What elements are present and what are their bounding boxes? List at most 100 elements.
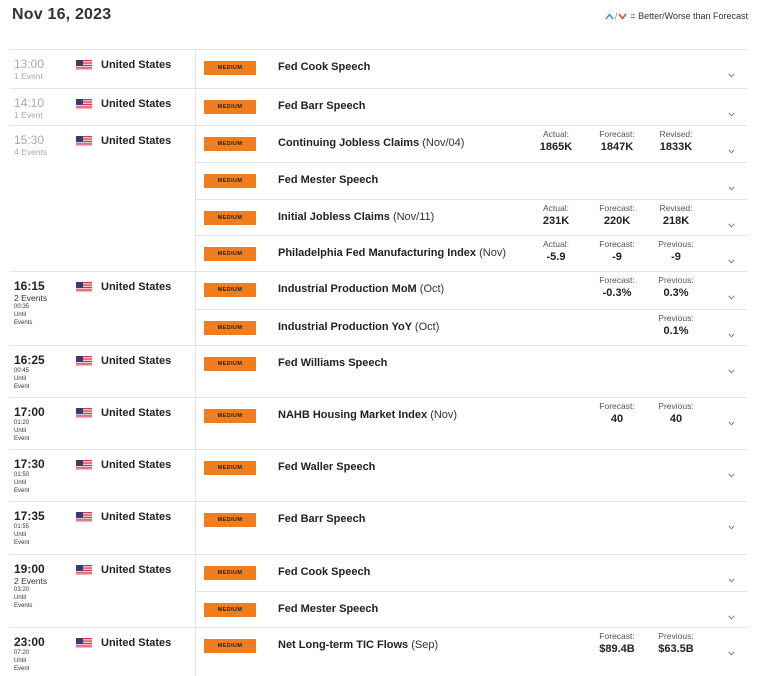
value-cell: Forecast: -9 xyxy=(587,239,647,265)
event-title[interactable]: Philadelphia Fed Manufacturing Index (No… xyxy=(278,247,506,259)
event-title[interactable]: Fed Mester Speech xyxy=(278,174,378,186)
countdown: 01:20 xyxy=(14,420,30,426)
event-time: 19:00 xyxy=(14,562,45,576)
impact-badge: MEDIUM xyxy=(204,566,256,580)
value-label: Actual: xyxy=(543,202,569,213)
until-events-label: Event xyxy=(14,488,30,494)
value-cell: Previous: -9 xyxy=(646,239,706,265)
chevron-down-icon[interactable] xyxy=(728,141,735,154)
country-name: United States xyxy=(101,637,172,649)
event-count: 1 Event xyxy=(14,110,43,120)
event-group-info: 13:00 1 Event United States xyxy=(10,50,196,88)
us-flag-icon xyxy=(76,59,92,71)
us-flag-icon xyxy=(76,459,92,471)
event-name: Philadelphia Fed Manufacturing Index xyxy=(278,246,477,259)
us-flag-icon xyxy=(76,407,92,419)
until-label: Until xyxy=(14,480,27,486)
event-row[interactable]: MEDIUM Industrial Production YoY (Oct) Pre… xyxy=(196,308,747,346)
event-row[interactable]: MEDIUM Fed Cook Speech xyxy=(196,555,747,591)
chevron-down-icon[interactable] xyxy=(728,65,735,78)
chevron-down-icon[interactable] xyxy=(728,570,735,583)
event-title[interactable]: Industrial Production YoY (Oct) xyxy=(278,321,439,333)
value-label: Forecast: xyxy=(599,202,635,213)
value-number: 40 xyxy=(610,413,624,425)
value-number: $89.4B xyxy=(599,643,635,655)
event-title[interactable]: Fed Barr Speech xyxy=(278,100,365,112)
event-group-info: 23:00 07:20 Until Event United States xyxy=(10,628,196,676)
chevron-down-icon[interactable] xyxy=(728,325,735,338)
event-row[interactable]: MEDIUM NAHB Housing Market Index (Nov) For… xyxy=(196,398,747,449)
chevron-down-icon[interactable] xyxy=(728,465,735,478)
event-title[interactable]: Fed Waller Speech xyxy=(278,461,375,473)
event-title[interactable]: Industrial Production MoM (Oct) xyxy=(278,283,444,295)
event-period: (Nov) xyxy=(479,246,506,259)
event-name: Fed Barr Speech xyxy=(278,100,366,112)
chevron-down-icon[interactable] xyxy=(728,413,735,426)
chevron-down-icon[interactable] xyxy=(728,517,735,530)
event-row[interactable]: MEDIUM Fed Waller Speech xyxy=(196,450,747,501)
event-time: 17:35 xyxy=(14,509,45,523)
chevron-down-icon[interactable] xyxy=(728,361,735,374)
chevron-down-icon[interactable] xyxy=(728,643,735,656)
event-row[interactable]: MEDIUM Industrial Production MoM (Oct) For… xyxy=(196,272,747,309)
country-name: United States xyxy=(101,281,172,293)
impact-badge: MEDIUM xyxy=(204,100,256,114)
event-title[interactable]: Initial Jobless Claims (Nov/11) xyxy=(278,211,434,223)
event-title[interactable]: Fed Cook Speech xyxy=(278,61,370,73)
event-title[interactable]: Fed Barr Speech xyxy=(278,513,365,525)
value-number: 0.3% xyxy=(663,287,689,299)
event-count: 1 Event xyxy=(14,71,43,81)
event-title[interactable]: Net Long-term TIC Flows (Sep) xyxy=(278,639,438,651)
chevron-down-icon[interactable] xyxy=(728,178,735,191)
event-group: 17:35 01:55 Until Event United States MEDIUM F… xyxy=(10,501,747,554)
event-rows: MEDIUM Fed Barr Speech xyxy=(196,89,747,125)
event-period: (Sep) xyxy=(411,639,439,651)
countdown: 03:20 xyxy=(14,587,30,593)
event-title[interactable]: NAHB Housing Market Index (Nov) xyxy=(278,409,457,421)
value-cell: Forecast: 40 xyxy=(587,401,647,427)
event-row[interactable]: MEDIUM Fed Cook Speech xyxy=(196,50,747,88)
event-row[interactable]: MEDIUM Fed Williams Speech xyxy=(196,346,747,397)
us-flag-icon xyxy=(76,637,92,649)
country: United States xyxy=(76,355,171,367)
us-flag-icon xyxy=(76,355,92,367)
event-row[interactable]: MEDIUM Fed Mester Speech xyxy=(196,162,747,198)
time-block: 17:30 01:50 Until Event xyxy=(14,457,45,495)
event-period: (Oct) xyxy=(419,283,445,295)
until-events-label: Event xyxy=(14,384,30,390)
event-row[interactable]: MEDIUM Fed Barr Speech xyxy=(196,89,747,125)
impact-badge: MEDIUM xyxy=(204,513,256,527)
us-flag-icon xyxy=(76,135,92,147)
calendar-header: Nov 16, 2023 / = Better/Worse than Forec… xyxy=(12,6,752,28)
event-title[interactable]: Fed Mester Speech xyxy=(278,603,378,615)
value-label: Revised: xyxy=(659,202,693,213)
event-row[interactable]: MEDIUM Continuing Jobless Claims (Nov/04)… xyxy=(196,126,747,162)
event-title[interactable]: Continuing Jobless Claims (Nov/04) xyxy=(278,137,464,149)
chevron-down-icon[interactable] xyxy=(728,215,735,228)
until-label: Until xyxy=(14,376,27,382)
event-title[interactable]: Fed Williams Speech xyxy=(278,357,387,369)
event-row[interactable]: MEDIUM Philadelphia Fed Manufacturing Ind… xyxy=(196,234,747,271)
until-label: Until xyxy=(14,595,27,601)
until-label: Until xyxy=(14,312,27,318)
chevron-down-icon[interactable] xyxy=(728,251,735,264)
country-name: United States xyxy=(101,98,172,110)
chevron-down-icon[interactable] xyxy=(728,104,735,117)
chevron-down-icon[interactable] xyxy=(728,287,735,300)
event-row[interactable]: MEDIUM Fed Barr Speech xyxy=(196,502,747,554)
time-block: 23:00 07:20 Until Event xyxy=(14,635,45,673)
value-cell: Previous: $63.5B xyxy=(646,631,706,657)
countdown: 00:35 xyxy=(14,304,30,310)
event-title[interactable]: Fed Cook Speech xyxy=(278,566,370,578)
event-row[interactable]: MEDIUM Net Long-term TIC Flows (Sep) Forec… xyxy=(196,628,747,676)
event-row[interactable]: MEDIUM Fed Mester Speech xyxy=(196,591,747,627)
event-row[interactable]: MEDIUM Initial Jobless Claims (Nov/11) Act… xyxy=(196,198,747,235)
event-group: 19:00 2 Events 03:20 Until Events United Stat… xyxy=(10,554,747,627)
event-rows: MEDIUM NAHB Housing Market Index (Nov) For… xyxy=(196,398,747,449)
chevron-down-icon[interactable] xyxy=(728,607,735,620)
event-rows: MEDIUM Fed Barr Speech xyxy=(196,502,747,554)
event-group: 17:00 01:20 Until Event United States MEDIUM N… xyxy=(10,397,747,449)
event-group: 23:00 07:20 Until Event United States MEDIUM N… xyxy=(10,627,747,676)
event-rows: MEDIUM Fed Cook Speech xyxy=(196,50,747,88)
value-cell: Revised: 218K xyxy=(646,203,706,229)
